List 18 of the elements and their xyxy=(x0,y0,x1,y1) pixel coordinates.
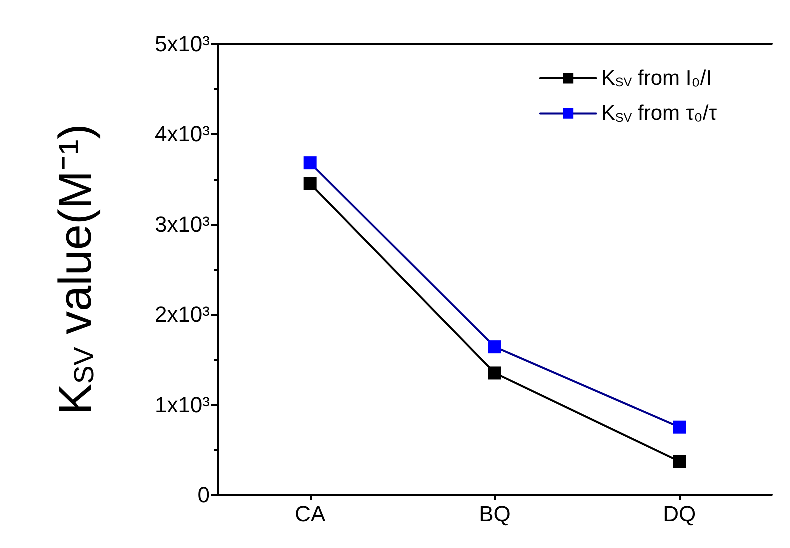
y-tick-label: 2x10³ xyxy=(154,302,210,328)
point xyxy=(673,420,686,434)
y-tick-label: 0 xyxy=(198,482,210,508)
y-tick-label: 1x10³ xyxy=(154,392,210,418)
x-tick-label: DQ xyxy=(663,502,696,526)
y-tick-label: 5x10³ xyxy=(154,32,210,56)
y-tick-label: 4x10³ xyxy=(154,122,210,147)
point xyxy=(488,340,502,354)
y-axis-title: KSV value(M⁻¹) xyxy=(48,124,101,415)
x-tick-label: BQ xyxy=(479,502,511,526)
y-tick-label: 3x10³ xyxy=(154,212,210,237)
point xyxy=(304,156,317,170)
point xyxy=(488,366,502,380)
legend-label: KSV from I₀/I xyxy=(601,67,712,90)
legend-label: KSV from τ₀/τ xyxy=(601,102,718,126)
point xyxy=(673,455,686,468)
point xyxy=(304,177,317,190)
x-tick-label: CA xyxy=(295,502,326,526)
